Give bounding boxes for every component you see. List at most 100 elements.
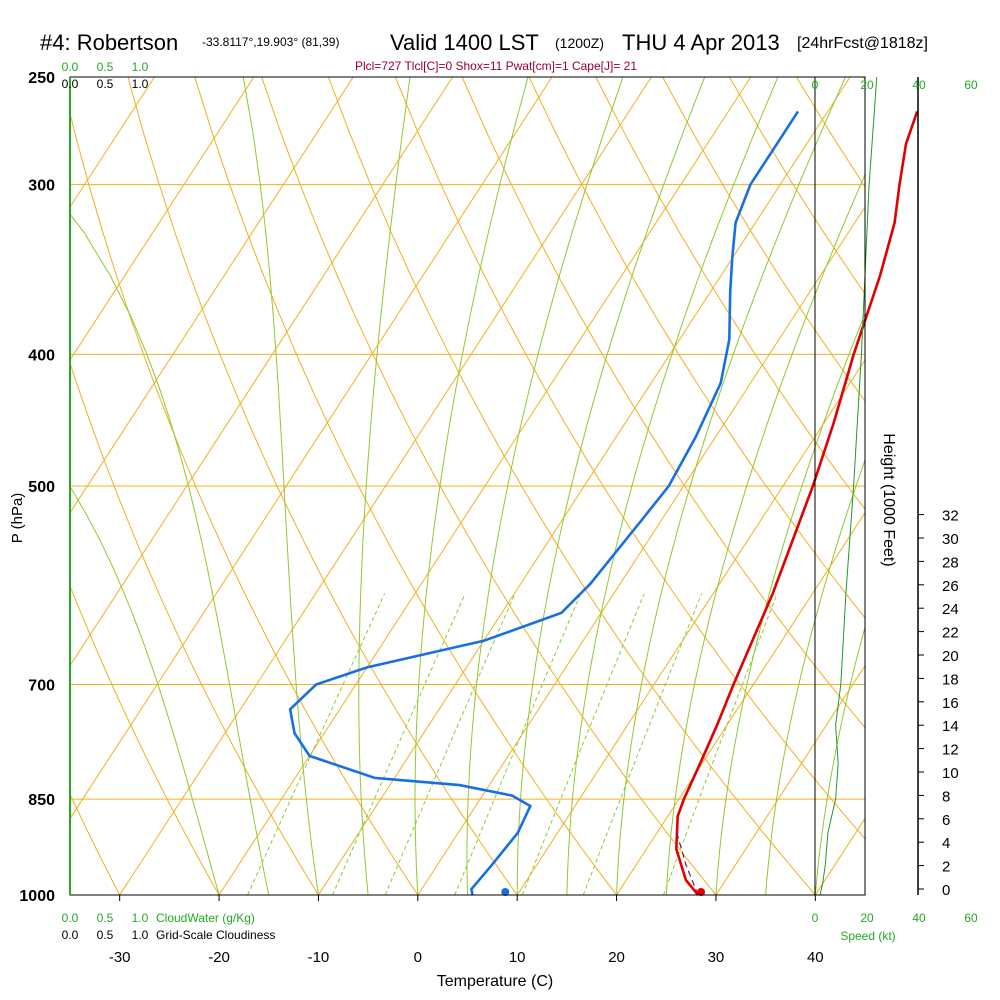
y-tick-label: 500 bbox=[28, 479, 55, 496]
cloud-scale-bottom-green: 0.5 bbox=[97, 911, 114, 925]
dry-adiabat-line bbox=[70, 792, 121, 895]
isotherm-line bbox=[715, 664, 865, 895]
date-label: THU 4 Apr 2013 bbox=[622, 30, 780, 55]
moist-adiabat-line bbox=[814, 625, 865, 895]
isotherm-line bbox=[70, 77, 553, 820]
moist-adiabat-line bbox=[242, 77, 319, 895]
series-dewpoint-line bbox=[288, 110, 800, 896]
cloud-scale-bottom-black: 1.0 bbox=[132, 928, 149, 942]
mixing-ratio-line bbox=[247, 593, 386, 895]
axes: -30 -20 -10 0 10 20 30 402503004005007008501000… bbox=[19, 60, 978, 966]
isotherm-line bbox=[318, 77, 851, 895]
speed-tick-bottom: 0 bbox=[812, 911, 819, 925]
height-tick-label: 22 bbox=[942, 625, 959, 642]
isotherm-line bbox=[70, 77, 454, 667]
height-tick-label: 24 bbox=[942, 601, 959, 618]
zulu-time: (1200Z) bbox=[555, 35, 604, 51]
dry-adiabat-line bbox=[194, 77, 617, 895]
moist-adiabat-line bbox=[516, 77, 706, 895]
cloud-scale-top-green: 1.0 bbox=[132, 60, 149, 74]
speed-tick-top: 40 bbox=[912, 78, 926, 92]
isotherm-line bbox=[119, 77, 652, 895]
x-tick-label: 20 bbox=[608, 949, 625, 966]
speed-tick-bottom: 60 bbox=[964, 911, 978, 925]
y-tick-label: 850 bbox=[28, 792, 55, 809]
surface-temperature-point bbox=[697, 888, 706, 896]
cloud-scale-bottom-green: 1.0 bbox=[132, 911, 149, 925]
cloud-scale-top-black: 0.5 bbox=[97, 77, 114, 91]
mixing-ratio-line bbox=[454, 593, 582, 895]
mixing-ratio-line bbox=[582, 593, 703, 895]
dry-adiabat-line bbox=[327, 77, 816, 895]
dry-adiabat-line bbox=[662, 77, 865, 402]
height-axis-label: Height (1000 Feet) bbox=[880, 433, 897, 566]
cloud-scale-bottom-green: 0.0 bbox=[62, 911, 79, 925]
speed-tick-top: 20 bbox=[860, 78, 874, 92]
height-tick-label: 10 bbox=[942, 765, 959, 782]
moist-adiabat-line bbox=[466, 77, 624, 895]
speed-label: Speed (kt) bbox=[840, 929, 895, 943]
cloud-scale-top-black: 1.0 bbox=[132, 77, 149, 91]
y-tick-label: 250 bbox=[28, 70, 55, 87]
moist-adiabat-line bbox=[566, 77, 779, 895]
isotherm-line bbox=[218, 77, 752, 895]
mixing-ratio-line bbox=[384, 593, 516, 895]
height-tick-label: 8 bbox=[942, 788, 950, 805]
mixing-ratio-line bbox=[332, 593, 466, 895]
speed-tick-top: 60 bbox=[964, 78, 978, 92]
cloud-scale-top-green: 0.5 bbox=[97, 60, 114, 74]
isotherm-line bbox=[417, 206, 865, 895]
y-tick-label: 1000 bbox=[19, 888, 55, 905]
isotherm-line bbox=[516, 358, 865, 895]
height-tick-label: 20 bbox=[942, 648, 959, 665]
moist-adiabat-line bbox=[414, 77, 529, 895]
height-tick-label: 18 bbox=[942, 671, 959, 688]
cloudwater-label: CloudWater (g/Kg) bbox=[156, 911, 255, 925]
station-title: #4: Robertson bbox=[40, 30, 178, 55]
x-tick-label: 10 bbox=[509, 949, 526, 966]
height-tick-label: 26 bbox=[942, 578, 959, 595]
background-lines bbox=[70, 77, 865, 895]
cloud-scale-bottom-black: 0.5 bbox=[97, 928, 114, 942]
moist-adiabat-line bbox=[616, 77, 846, 895]
x-tick-label: -10 bbox=[308, 949, 330, 966]
moist-adiabat-line bbox=[765, 458, 865, 895]
moist-adiabat-line bbox=[358, 77, 411, 895]
x-tick-label: 30 bbox=[708, 949, 725, 966]
height-tick-label: 4 bbox=[942, 835, 950, 852]
height-tick-label: 2 bbox=[942, 859, 950, 876]
isotherm-line bbox=[70, 77, 354, 514]
dry-adiabat-line bbox=[70, 584, 220, 895]
moist-adiabat-line bbox=[70, 485, 220, 895]
dry-adiabat-line bbox=[70, 361, 319, 895]
valid-time: Valid 1400 LST bbox=[390, 30, 539, 55]
station-coords: -33.8117°,19.903° (81,39) bbox=[202, 35, 339, 49]
height-tick-label: 0 bbox=[942, 882, 950, 899]
series-parcel-line bbox=[676, 832, 699, 896]
height-tick-label: 6 bbox=[942, 812, 950, 829]
moist-adiabat-line bbox=[665, 173, 865, 895]
surface-dewpoint-point bbox=[501, 888, 510, 896]
moist-adiabat-line bbox=[70, 213, 270, 895]
x-tick-label: 0 bbox=[414, 949, 422, 966]
speed-tick-top: 0 bbox=[812, 78, 819, 92]
speed-tick-bottom: 20 bbox=[860, 911, 874, 925]
x-tick-label: -20 bbox=[208, 949, 230, 966]
height-tick-label: 12 bbox=[942, 742, 959, 759]
forecast-label: [24hrFcst@1818z] bbox=[797, 35, 928, 52]
y-axis-label: P (hPa) bbox=[9, 493, 26, 544]
height-tick-label: 30 bbox=[942, 531, 959, 548]
cloud-scale-top-green: 0.0 bbox=[62, 60, 79, 74]
height-tick-label: 28 bbox=[942, 554, 959, 571]
y-tick-label: 300 bbox=[28, 178, 55, 195]
gridscale-label: Grid-Scale Cloudiness bbox=[156, 928, 275, 942]
wind-speed-line bbox=[819, 76, 878, 896]
cloud-scale-bottom-black: 0.0 bbox=[62, 928, 79, 942]
height-tick-label: 16 bbox=[942, 695, 959, 712]
y-tick-label: 700 bbox=[28, 678, 55, 695]
data-lines bbox=[288, 110, 919, 896]
indices-label: Plcl=727 Tlcl[C]=0 Shox=11 Pwat[cm]=1 Ca… bbox=[355, 59, 637, 73]
mixing-ratio-line bbox=[521, 593, 645, 895]
dry-adiabat-line bbox=[461, 77, 865, 729]
